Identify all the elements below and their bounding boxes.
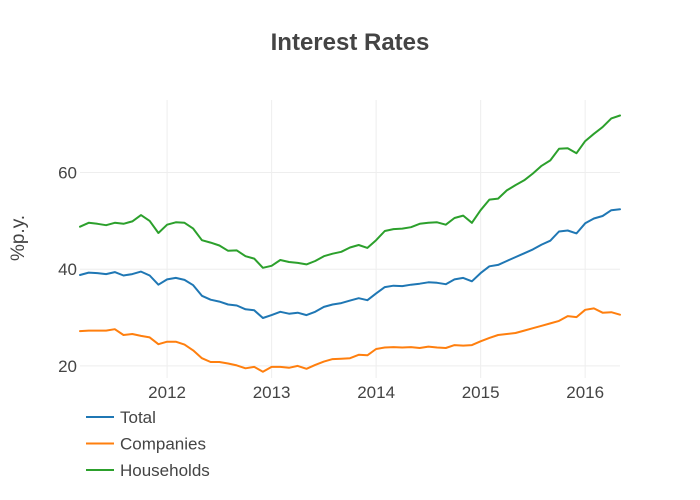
y-tick-label: 60 [58, 164, 77, 183]
legend-label: Total [120, 408, 156, 427]
series-line-total [79, 208, 621, 319]
y-axis-label: %p.y. [8, 215, 29, 261]
x-axis-ticks: 2012 2013 2014 2015 2016 [148, 383, 604, 402]
y-tick-label: 20 [58, 357, 77, 376]
legend-label: Companies [120, 435, 206, 454]
legend-item-total[interactable]: Total [86, 408, 156, 427]
chart-title: Interest Rates [271, 29, 430, 56]
x-tick-label: 2015 [462, 383, 500, 402]
y-gridlines [80, 172, 620, 367]
legend-item-households[interactable]: Households [86, 461, 210, 480]
plot-area [79, 100, 621, 378]
x-tick-label: 2012 [148, 383, 186, 402]
legend[interactable]: Total Companies Households [86, 408, 210, 480]
x-tick-label: 2013 [253, 383, 291, 402]
series-line-companies [79, 307, 621, 373]
y-tick-label: 40 [58, 260, 77, 279]
x-tick-label: 2016 [566, 383, 604, 402]
legend-item-companies[interactable]: Companies [86, 435, 206, 454]
series-layer [79, 114, 621, 373]
legend-label: Households [120, 461, 210, 480]
x-tick-label: 2014 [357, 383, 395, 402]
y-axis-ticks: 20 40 60 [58, 164, 77, 376]
series-line-households [79, 114, 621, 269]
